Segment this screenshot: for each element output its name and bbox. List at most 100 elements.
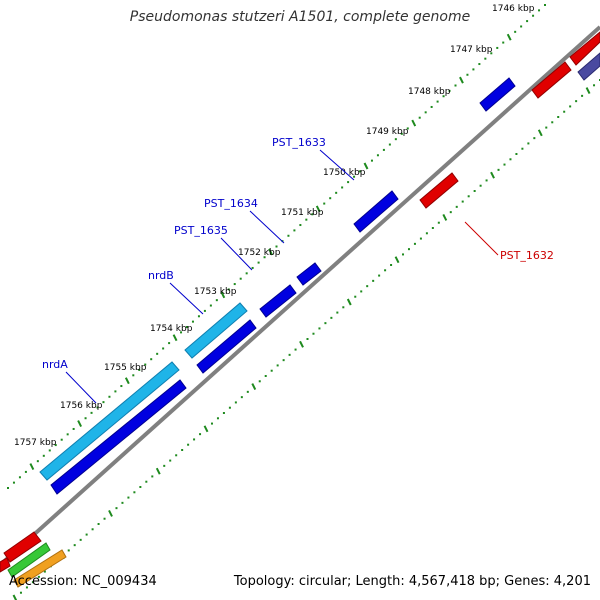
gene-feature-nrdA[interactable] [39,361,180,481]
minor-tick [257,261,260,264]
minor-tick [67,549,70,552]
minor-tick [376,154,379,157]
minor-tick [24,470,27,473]
minor-tick [31,581,34,584]
minor-tick [90,411,93,414]
gene-leader-line [319,149,355,181]
minor-tick [151,475,154,478]
gene-feature-blue-2[interactable] [196,319,257,374]
minor-tick [138,368,141,371]
minor-tick [263,256,266,259]
minor-tick [66,433,69,436]
minor-tick [490,52,493,55]
gene-label-PST_1635[interactable]: PST_1635 [174,224,228,237]
minor-tick [538,9,541,12]
minor-tick [436,100,439,103]
gene-label-PST_1632[interactable]: PST_1632 [500,249,554,262]
minor-tick [132,374,135,377]
minor-tick [360,290,363,293]
minor-tick [311,213,314,216]
gene-label-PST_1634[interactable]: PST_1634 [204,197,258,210]
gene-feature-green-bottom[interactable] [7,542,51,578]
minor-tick [312,332,315,335]
minor-tick [382,148,385,151]
minor-tick [139,486,142,488]
minor-tick [366,285,369,288]
minor-tick [557,116,560,118]
minor-tick [127,496,130,499]
minor-tick [175,454,178,457]
minor-tick [342,306,345,309]
major-tick [411,119,417,127]
minor-tick [353,175,356,178]
minor-tick [103,517,106,520]
major-tick [315,205,321,213]
gene-feature-purple-top[interactable] [577,52,600,81]
gene-feature-red-edge[interactable] [0,557,11,573]
minor-tick [306,338,309,340]
minor-tick [282,359,285,362]
gene-label-PST_1633[interactable]: PST_1633 [272,136,326,149]
gene-feature-blue-1[interactable] [50,379,187,495]
minor-tick [108,395,111,398]
minor-tick [347,181,350,184]
minor-tick [210,422,213,425]
kbp-label: 1753 kbp [194,287,237,297]
minor-tick [466,73,469,76]
minor-tick [354,295,357,298]
major-tick [77,420,82,428]
minor-tick [54,444,57,447]
minor-tick [156,352,159,355]
kbp-label: 1755 kbp [104,363,147,373]
kbp-label: 1748 kbp [408,87,451,97]
gene-feature-PST_1635[interactable] [259,284,297,318]
minor-tick [120,385,123,388]
minor-tick [227,288,230,291]
accession-text: Accession: NC_009434 [9,574,157,589]
minor-tick [115,507,118,510]
minor-tick [424,111,427,114]
gene-leader-line [249,210,285,244]
minor-tick [503,163,506,166]
gene-feature-PST_1632[interactable] [419,172,459,209]
minor-tick [336,311,339,314]
gene-feature-PST_1633[interactable] [353,190,399,233]
minor-tick [181,449,184,451]
gene-feature-blue-top[interactable] [479,77,516,112]
gene-feature-red-bottom[interactable] [3,531,42,563]
minor-tick [454,84,457,87]
minor-tick [293,229,296,232]
minor-tick [216,417,219,420]
major-tick [394,256,400,264]
minor-tick [473,190,476,192]
minor-tick [162,347,165,350]
minor-tick [25,586,28,589]
gene-feature-orange-bottom[interactable] [13,549,67,588]
minor-tick [191,320,194,323]
minor-tick [19,591,22,594]
minor-tick [532,14,535,17]
minor-tick [496,46,499,49]
minor-tick [402,253,405,256]
major-tick [459,76,464,84]
gene-feature-PST_1634[interactable] [296,262,322,286]
minor-tick [593,84,596,87]
minor-tick [370,159,373,162]
gene-feature-red-top-1[interactable] [531,61,572,99]
gene-features [0,31,600,588]
minor-tick [515,153,518,155]
minor-tick [502,41,505,44]
gene-label-nrdB[interactable]: nrdB [148,269,174,282]
minor-tick [329,197,332,200]
gene-feature-nrdB[interactable] [184,302,248,359]
major-tick [203,425,209,433]
gene-feature-red-top-2[interactable] [569,31,600,66]
minor-tick [442,95,445,98]
minor-tick [378,274,381,277]
inner-tick-ring [12,79,600,600]
gene-label-nrdA[interactable]: nrdA [42,358,68,371]
minor-tick [384,269,387,272]
minor-tick [372,279,375,282]
kbp-label: 1747 kbp [450,45,493,55]
minor-tick [527,142,530,145]
